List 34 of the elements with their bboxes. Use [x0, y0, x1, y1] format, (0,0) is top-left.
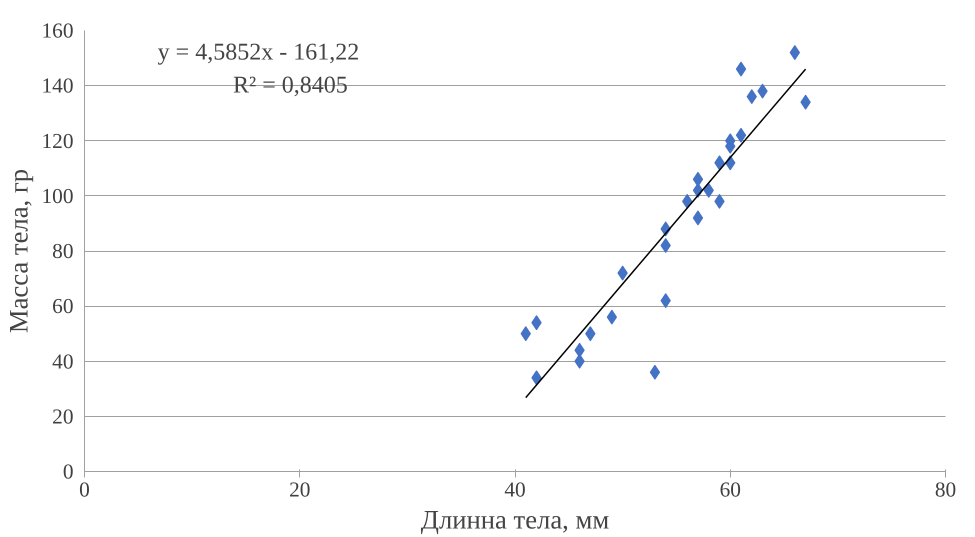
point	[617, 266, 628, 281]
point	[736, 62, 746, 77]
x-tick-label: 60	[720, 478, 741, 502]
point	[800, 94, 811, 110]
point	[531, 370, 542, 386]
y-tick-label: 140	[42, 74, 74, 98]
y-tick-label: 0	[62, 460, 74, 484]
x-tick-label: 80	[934, 478, 956, 502]
point	[692, 172, 704, 187]
point	[757, 84, 768, 99]
y-tick-label: 120	[42, 128, 74, 153]
annotation: y = 4,5852x - 161,22	[158, 39, 360, 66]
x-tick-label: 40	[504, 478, 526, 502]
y-tick-label: 160	[42, 18, 74, 42]
y-tick-label: 80	[52, 239, 74, 263]
point	[606, 310, 618, 325]
y-tick-label: 40	[52, 349, 74, 374]
point	[574, 342, 585, 358]
point	[714, 155, 725, 170]
x-tick-label: 20	[289, 478, 310, 502]
x-axis-title: Длинна тела, мм	[420, 504, 610, 534]
point	[574, 354, 585, 369]
point	[650, 364, 660, 380]
y-tick-label: 100	[42, 184, 74, 208]
point	[531, 315, 542, 330]
y-tick-label: 60	[52, 294, 74, 318]
point	[585, 326, 596, 342]
x-tick-label: 0	[79, 478, 90, 502]
point	[736, 128, 746, 143]
y-tick-label: 20	[52, 404, 74, 428]
annotation: R² = 0,8405	[233, 72, 348, 98]
y-axis-title: Масса тела, гр	[4, 168, 34, 334]
point	[692, 210, 704, 226]
point	[714, 194, 725, 209]
